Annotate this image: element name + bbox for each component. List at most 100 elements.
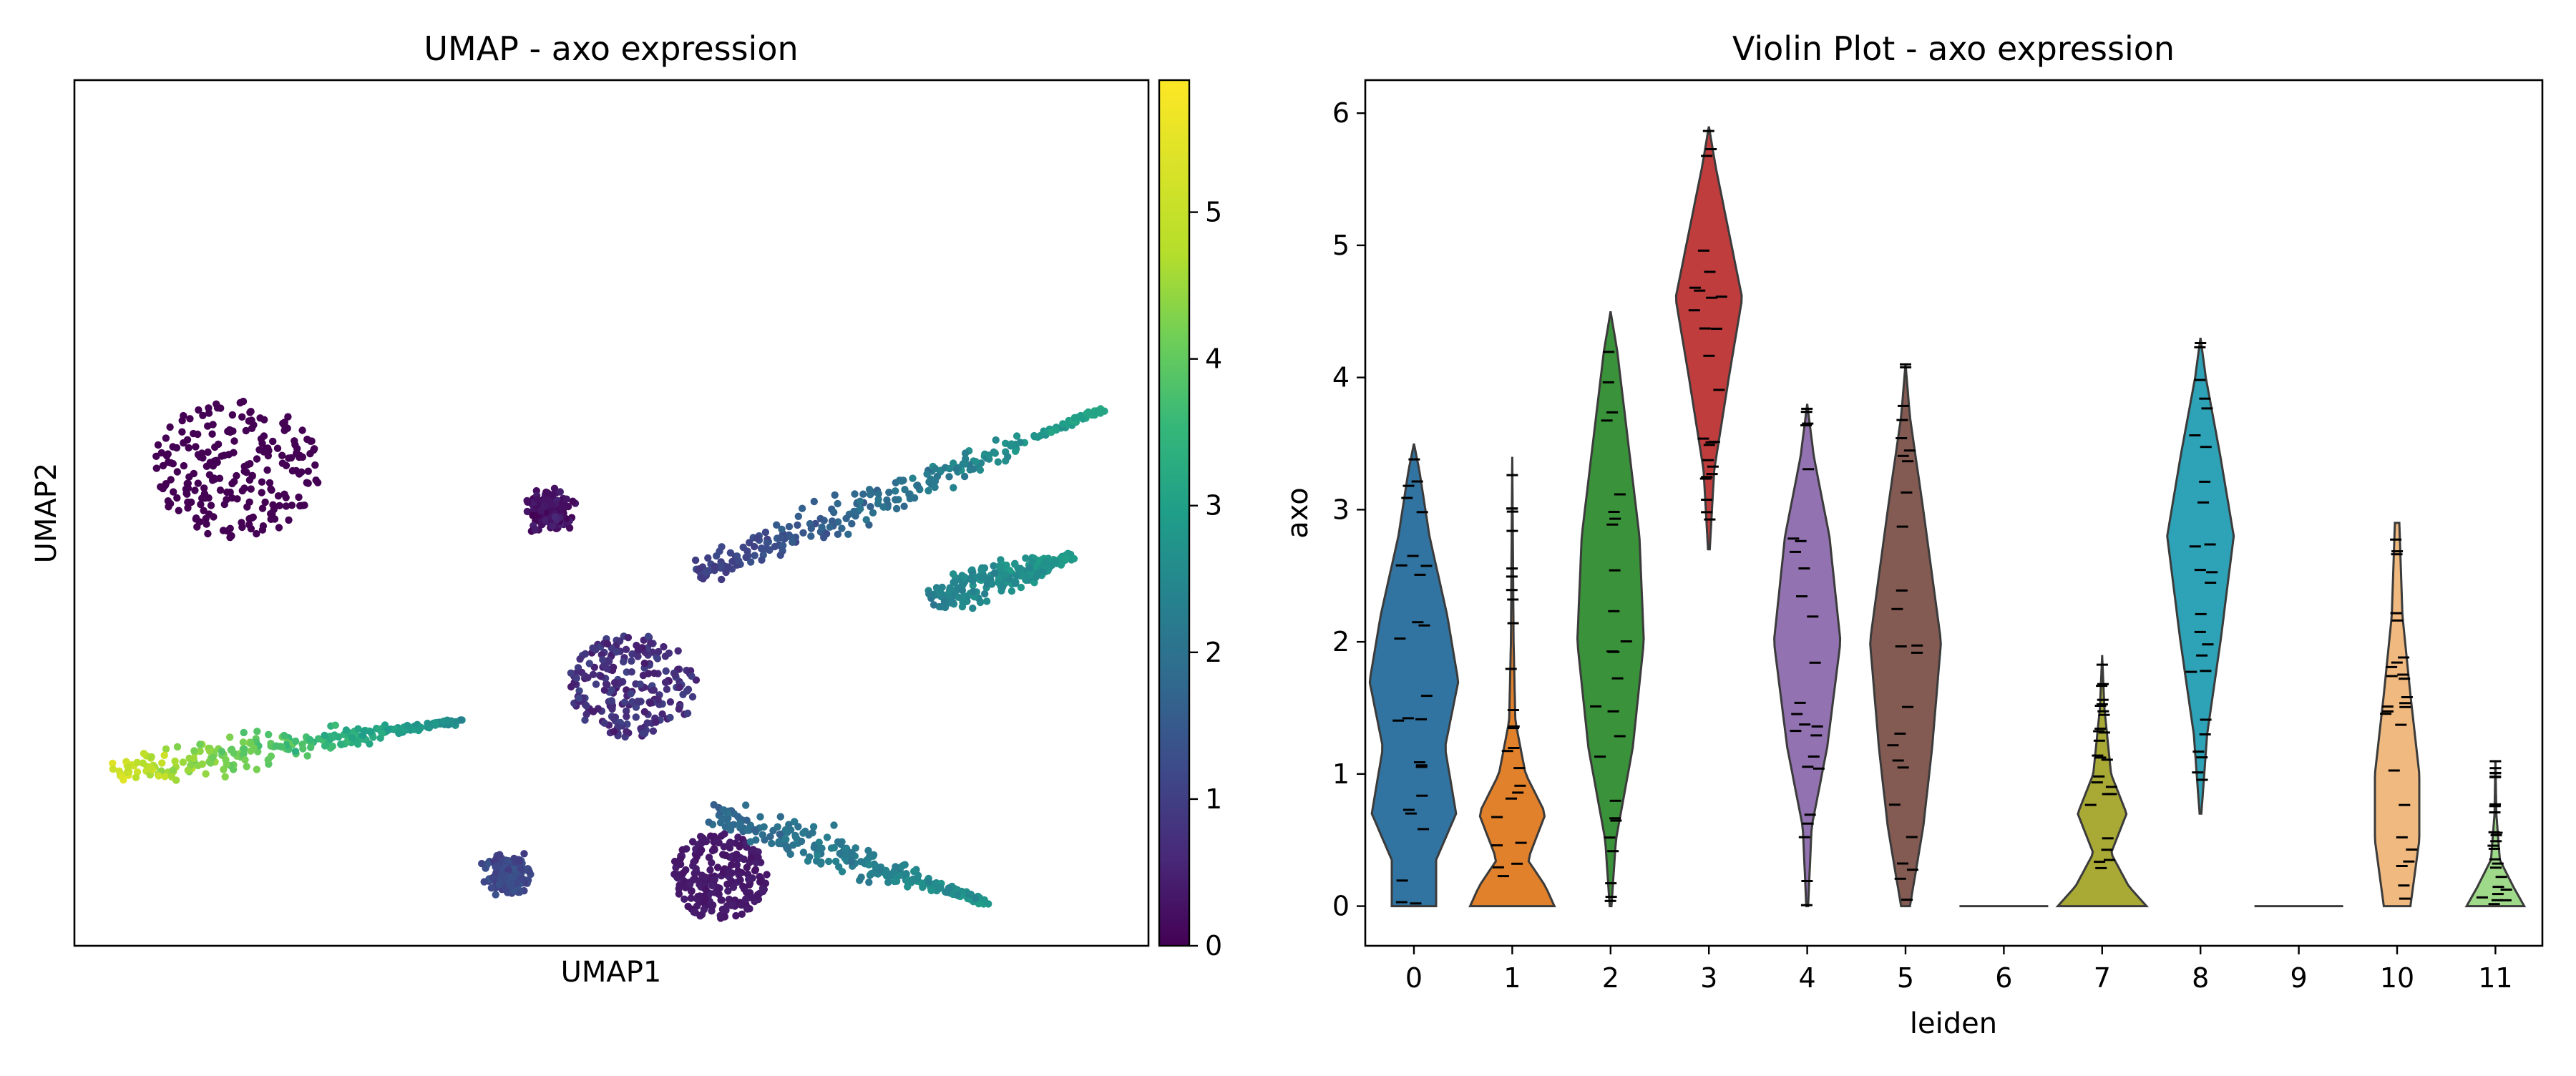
umap-point [492,863,499,871]
umap-point [743,826,751,834]
violin-point [1508,747,1520,749]
umap-point [200,507,208,514]
violin-point [2094,705,2107,707]
umap-point [663,685,671,693]
umap-point [831,857,840,866]
umap-point [934,884,942,891]
violin-point [1689,286,1701,289]
umap-point [328,742,336,750]
violin-1 [1468,456,1556,908]
umap-point [265,479,274,487]
umap-point [572,674,580,683]
umap-point [652,718,660,726]
umap-point [581,716,589,724]
violin-point [2380,713,2392,715]
umap-point [186,415,194,423]
umap-point [575,687,583,695]
umap-point [990,562,997,570]
umap-point [240,462,248,471]
violin-point [2399,702,2411,705]
umap-point [662,667,670,675]
violin-point [2196,654,2208,657]
umap-point [282,461,291,469]
violin-point [1402,717,1414,720]
violin-point [1415,718,1427,720]
umap-point [844,530,852,538]
umap-point [784,846,792,854]
umap-point [738,910,746,919]
violin-body [2166,337,2235,815]
umap-point [238,486,246,495]
umap-point [726,840,733,848]
violin-point [1506,510,1518,513]
violin-point [1798,836,1810,838]
umap-point [253,529,260,538]
umap-point [379,729,386,738]
umap-point [584,674,592,682]
umap-point [603,680,611,689]
umap-point [724,814,732,822]
umap-point [884,879,892,886]
violin-point [2491,899,2503,901]
violin-point [1794,701,1806,704]
umap-point [492,855,500,864]
violin-x-tick-label: 6 [1995,962,2012,994]
umap-point [299,745,307,753]
umap-point [510,854,518,863]
umap-point [132,773,140,781]
umap-point [205,510,213,518]
violin-point [1795,539,1807,542]
umap-point [516,857,524,865]
umap-point [913,874,922,883]
umap-point [273,444,282,452]
umap-point [847,858,855,866]
violin-point [2406,848,2418,851]
umap-point [269,437,277,446]
umap-point [814,851,821,860]
umap-point [233,471,240,480]
violin-point [1903,449,1916,452]
violin-5 [1869,363,1942,908]
umap-cluster-4 [691,405,1108,584]
umap-point [280,731,288,740]
violin-point [1491,816,1503,818]
umap-point [782,836,790,843]
umap-point [841,851,850,859]
violin-point [1703,444,1715,446]
umap-point [184,766,192,774]
violin-point [1507,709,1519,711]
umap-point [914,481,922,489]
umap-point [282,502,291,510]
violin-point [1603,351,1615,353]
violin-point [2105,793,2117,796]
umap-point [729,884,738,891]
umap-point [218,748,226,755]
violin-point [2490,866,2502,869]
umap-point [724,563,732,571]
umap-point [1048,429,1055,436]
umap-point [204,448,212,456]
violin-point [2097,710,2109,713]
umap-point [478,859,486,868]
violin-point [1702,129,1714,132]
violin-point [1799,723,1811,726]
violin-point [1802,468,1815,471]
umap-cluster-3 [109,716,466,784]
violin-area [1368,126,2527,908]
umap-point [815,838,823,846]
violin-point [2489,767,2502,770]
violin-point [2382,710,2394,713]
umap-point [987,580,996,588]
umap-point [816,845,825,853]
umap-point [285,454,293,462]
umap-point [282,494,290,502]
umap-point [562,495,571,503]
umap-point [639,671,648,680]
umap-point [743,816,751,824]
violin-point [2096,703,2108,705]
violin-point [2398,656,2410,659]
umap-point [167,476,175,484]
violin-point [1416,511,1428,514]
violin-point [1608,610,1620,612]
umap-point [117,773,126,781]
